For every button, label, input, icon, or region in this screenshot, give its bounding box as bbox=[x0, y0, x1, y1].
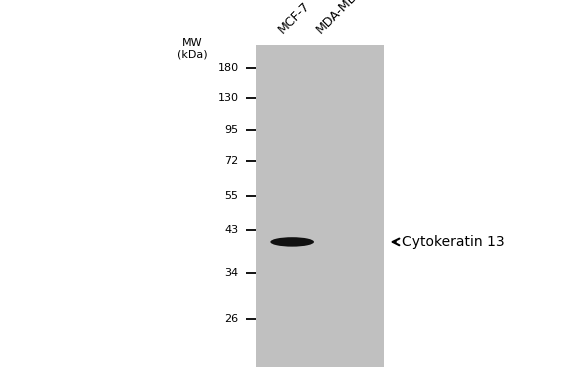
Text: 26: 26 bbox=[225, 314, 239, 324]
Text: 55: 55 bbox=[225, 191, 239, 201]
Text: 34: 34 bbox=[225, 268, 239, 278]
Text: MW
(kDa): MW (kDa) bbox=[177, 38, 207, 59]
Text: MDA-MB-231: MDA-MB-231 bbox=[314, 0, 380, 36]
Text: 130: 130 bbox=[218, 93, 239, 103]
Text: 95: 95 bbox=[225, 125, 239, 135]
Text: 180: 180 bbox=[218, 63, 239, 73]
Text: Cytokeratin 13: Cytokeratin 13 bbox=[402, 235, 504, 249]
Text: 43: 43 bbox=[225, 225, 239, 235]
Text: MCF-7: MCF-7 bbox=[276, 0, 313, 36]
Text: 72: 72 bbox=[225, 156, 239, 166]
Bar bbox=[256, 45, 384, 367]
Ellipse shape bbox=[270, 237, 314, 247]
